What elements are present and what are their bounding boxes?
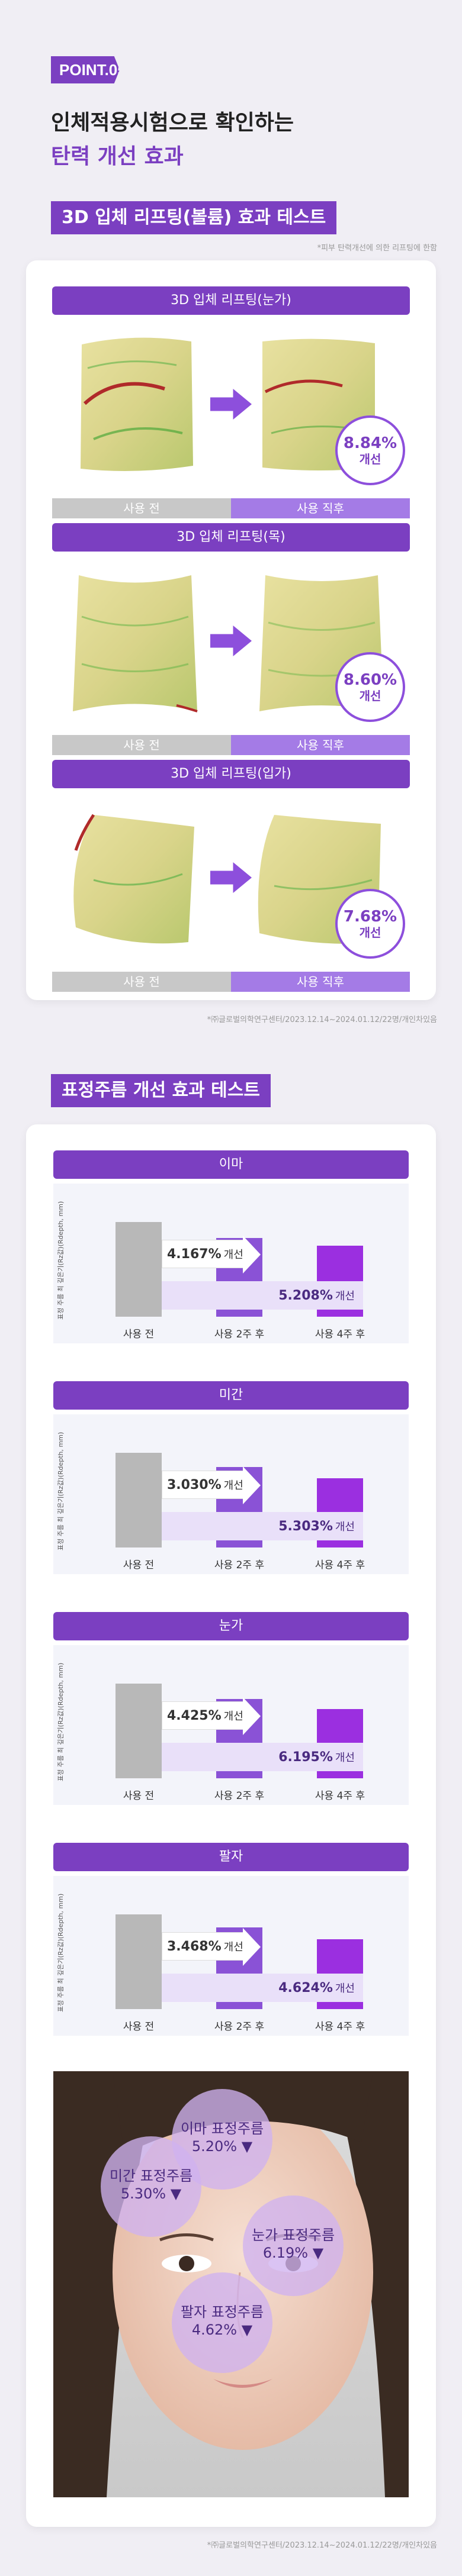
lifting-note: *피부 탄력개선에 의한 리프팅에 한함 (317, 244, 437, 253)
improvement-suffix: 개선 (223, 1249, 243, 1261)
chart-title: 미간 (53, 1381, 409, 1410)
chart-plot-area: 표정 주름 최 깊은기(Rz값)(Rdepth, mm) 사용 전 사용 2주 후 사… (53, 1645, 409, 1805)
eye-wrinkle-bubble: 눈가 표정주름 6.19% ▼ (243, 2195, 344, 2296)
wrinkle-source: *㈜글로벌의학연구센터/2023.12.14~2024.01.12/22명/개인… (207, 2541, 437, 2550)
improvement-callout-2wk: 4.167% 개선 (162, 1236, 261, 1274)
chart-x-label: 사용 전 (123, 1559, 155, 1571)
chart-title: 눈가 (53, 1612, 409, 1640)
chart-x-label: 사용 4주 후 (315, 1790, 365, 1802)
improvement-circle: 8.60% 개선 (335, 652, 405, 722)
chart-x-label: 사용 2주 후 (214, 2021, 265, 2033)
chart-title: 팔자 (53, 1843, 409, 1871)
wrinkle-card: 이마 표정 주름 최 깊은기(Rz값)(Rdepth, mm) 사용 전 사용 2주 … (26, 1124, 436, 2527)
improvement-value: 3.468% (167, 1939, 222, 1954)
arrow-right-icon (210, 862, 252, 893)
improvement-value: 3.030% (167, 1477, 222, 1492)
before-3d-scan-image (81, 337, 193, 471)
chart-x-label: 사용 2주 후 (214, 1559, 265, 1571)
improvement-value: 4.425% (167, 1708, 222, 1723)
chart-ylabel: 표정 주름 최 깊은기(Rz값)(Rdepth, mm) (57, 1662, 65, 1781)
lifting-panel-title: 3D 입체 리프팅(눈가) (52, 286, 410, 315)
chart-x-label: 사용 2주 후 (214, 1329, 265, 1340)
chart-bar (116, 1222, 162, 1317)
lifting-panel-neck: 3D 입체 리프팅(목) 8.60% 개선 사용 전 사용 직후 (52, 523, 410, 755)
chart-ylabel: 표정 주름 최 깊은기(Rz값)(Rdepth, mm) (57, 1432, 65, 1550)
glabella-wrinkle-bubble: 미간 표정주름 5.30% ▼ (101, 2136, 201, 2237)
before-label: 사용 전 (52, 972, 231, 992)
improvement-value: 4.167% (167, 1246, 222, 1262)
chart-plot-area: 표정 주름 최 깊은기(Rz값)(Rdepth, mm) 사용 전 사용 2주 후 사… (53, 1414, 409, 1574)
face-photo: 이마 표정주름 5.20% ▼ 미간 표정주름 5.30% ▼ 눈가 표정주름 … (53, 2071, 409, 2497)
before-3d-scan-image (73, 814, 194, 944)
point-badge: POINT.05 (51, 56, 120, 83)
improvement-suffix: 개선 (335, 1982, 355, 1995)
headline-line-1: 인체적용시험으로 확인하는 (51, 111, 294, 135)
chart-x-label: 사용 전 (123, 1790, 155, 1802)
improvement-circle: 8.84% 개선 (335, 415, 405, 485)
before-3d-scan-image (73, 575, 198, 712)
improvement-suffix: 개선 (223, 1479, 243, 1492)
after-label: 사용 직후 (231, 972, 410, 992)
improvement-callout-2wk: 4.425% 개선 (162, 1697, 261, 1735)
chart-x-label: 사용 4주 후 (315, 2021, 365, 2033)
wrinkle-section-title: 표정주름 개선 효과 테스트 (51, 1074, 271, 1107)
lifting-source: *㈜글로벌의학연구센터/2023.12.14~2024.01.12/22명/개인… (207, 1015, 437, 1024)
improvement-callout-2wk: 3.030% 개선 (162, 1466, 261, 1504)
improvement-circle: 7.68% 개선 (335, 889, 405, 959)
improvement-value: 5.303% (278, 1518, 333, 1534)
chart-bar (116, 1914, 162, 2009)
improvement-value: 6.195% (278, 1749, 333, 1765)
arrow-right-icon (210, 389, 252, 420)
lifting-card: 3D 입체 리프팅(눈가) 8.84% 개선 사용 전 사용 직후 (26, 260, 436, 1000)
improvement-suffix: 개선 (335, 1521, 355, 1533)
after-label: 사용 직후 (231, 498, 410, 518)
chart-plot-area: 표정 주름 최 깊은기(Rz값)(Rdepth, mm) 사용 전 사용 2주 후 사… (53, 1184, 409, 1343)
lifting-panel-title: 3D 입체 리프팅(입가) (52, 760, 410, 788)
chart-title: 이마 (53, 1150, 409, 1179)
improvement-suffix: 개선 (335, 1752, 355, 1764)
arrow-right-icon (210, 626, 252, 656)
chart-x-label: 사용 전 (123, 2021, 155, 2033)
nasolabial-wrinkle-bubble: 팔자 표정주름 4.62% ▼ (172, 2272, 272, 2373)
chart-bar (116, 1453, 162, 1547)
lifting-section-title: 3D 입체 리프팅(볼륨) 효과 테스트 (51, 201, 337, 234)
chart-x-label: 사용 4주 후 (315, 1559, 365, 1571)
improvement-callout-2wk: 3.468% 개선 (162, 1928, 261, 1966)
chart-x-label: 사용 4주 후 (315, 1329, 365, 1340)
chart-bar (116, 1684, 162, 1778)
improvement-value: 5.208% (278, 1288, 333, 1303)
before-label: 사용 전 (52, 735, 231, 755)
improvement-value: 4.624% (278, 1980, 333, 1995)
chart-plot-area: 표정 주름 최 깊은기(Rz값)(Rdepth, mm) 사용 전 사용 2주 후 사… (53, 1876, 409, 2036)
headline-line-2: 탄력 개선 효과 (51, 144, 184, 169)
improvement-callout-4wk: 5.208% 개선 (162, 1281, 363, 1310)
improvement-suffix: 개선 (335, 1290, 355, 1302)
chart-ylabel: 표정 주름 최 깊은기(Rz값)(Rdepth, mm) (57, 1201, 65, 1320)
lifting-panel-title: 3D 입체 리프팅(목) (52, 523, 410, 552)
improvement-suffix: 개선 (223, 1710, 243, 1723)
improvement-suffix: 개선 (223, 1941, 243, 1953)
improvement-callout-4wk: 5.303% 개선 (162, 1512, 363, 1540)
chart-ylabel: 표정 주름 최 깊은기(Rz값)(Rdepth, mm) (57, 1893, 65, 2012)
chart-x-label: 사용 전 (123, 1329, 155, 1340)
after-label: 사용 직후 (231, 735, 410, 755)
chart-x-label: 사용 2주 후 (214, 1790, 265, 1802)
improvement-callout-4wk: 4.624% 개선 (162, 1974, 363, 2002)
before-label: 사용 전 (52, 498, 231, 518)
lifting-panel-eye: 3D 입체 리프팅(눈가) 8.84% 개선 사용 전 사용 직후 (52, 286, 410, 518)
lifting-panel-mouth: 3D 입체 리프팅(입가) 7.68% 개선 사용 전 사용 직후 (52, 760, 410, 992)
improvement-callout-4wk: 6.195% 개선 (162, 1743, 363, 1771)
